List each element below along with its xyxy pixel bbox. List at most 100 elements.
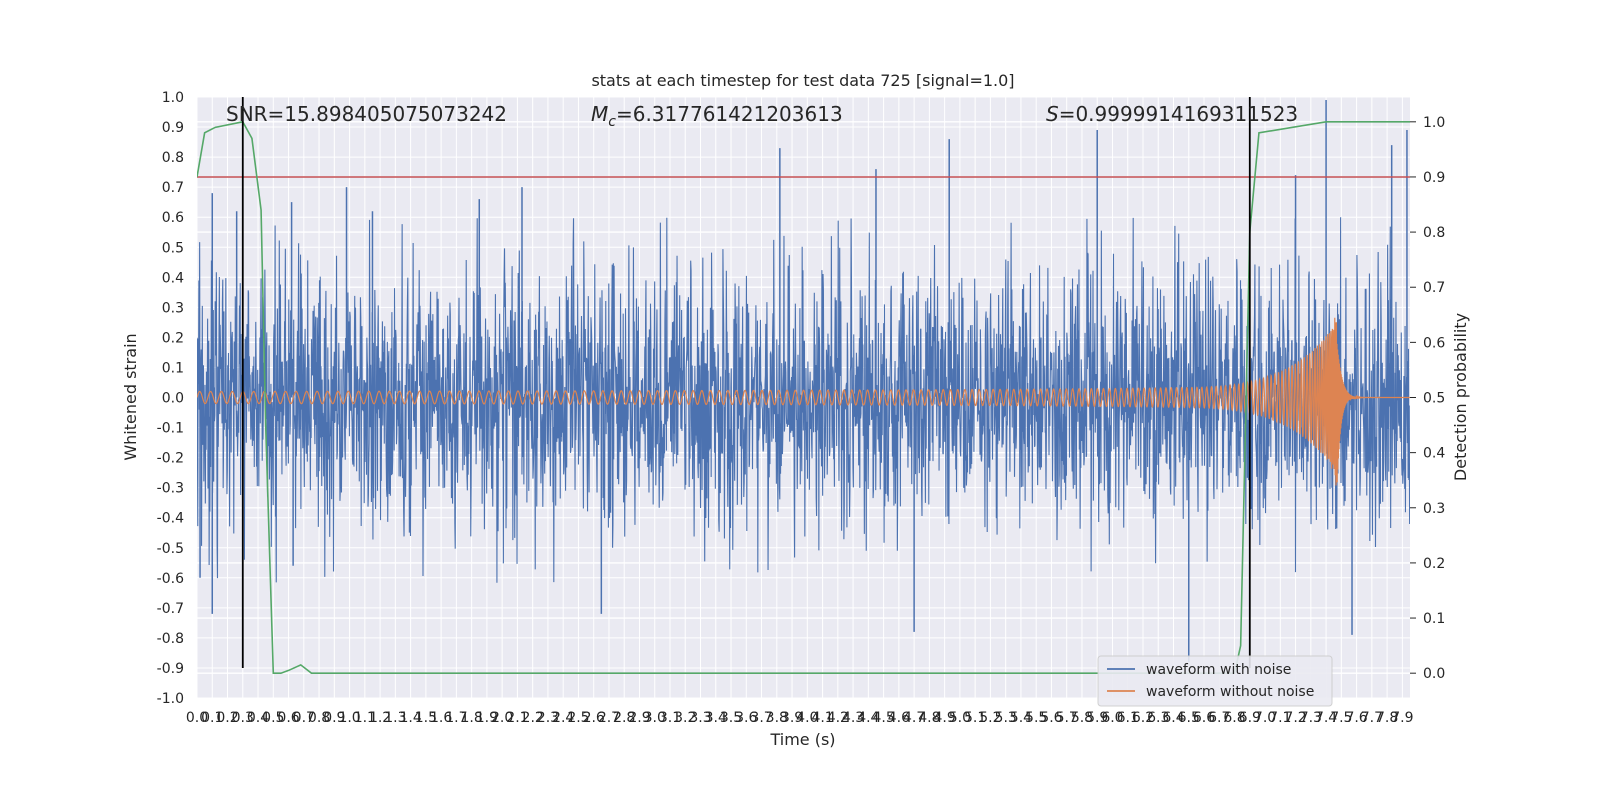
y2-tick-label: 0.5 [1423, 391, 1445, 407]
x-tick-label: 3.7 [750, 710, 772, 726]
x-tick-label: 2.0 [491, 710, 513, 726]
y-tick-label: -0.2 [157, 451, 184, 467]
snr-annotation: SNR=15.898405075073242 [226, 102, 507, 126]
x-tick-label: 3.1 [659, 710, 681, 726]
x-tick-labels: 0.00.10.20.30.40.50.60.70.80.91.01.11.21… [186, 710, 1414, 726]
x-tick-label: 5.4 [1010, 710, 1032, 726]
y-tick-label: -0.9 [157, 661, 184, 677]
chirp-mass-symbol: M [591, 102, 608, 126]
x-tick-label: 0.3 [232, 710, 254, 726]
x-tick-label: 2.1 [506, 710, 528, 726]
y2-tick-label: 0.8 [1423, 225, 1445, 241]
x-tick-label: 7.9 [1391, 710, 1413, 726]
y-tick-label: 0.2 [162, 330, 184, 346]
y-tick-label: -0.8 [157, 631, 184, 647]
y-tick-label: 0.4 [162, 270, 184, 286]
x-tick-label: 5.5 [1025, 710, 1047, 726]
y-tick-label: 0.0 [162, 391, 184, 407]
y-axis-label: Whitened strain [121, 333, 140, 460]
x-tick-label: 6.7 [1208, 710, 1230, 726]
x-tick-label: 3.3 [689, 710, 711, 726]
x-tick-label: 1.4 [399, 710, 421, 726]
x-tick-label: 4.3 [842, 710, 864, 726]
y2-tick-label: 0.0 [1423, 666, 1445, 682]
x-tick-label: 4.9 [934, 710, 956, 726]
legend-label-clean: waveform without noise [1146, 684, 1314, 700]
y2-axis-label: Detection probability [1451, 313, 1470, 481]
statistic-symbol: S [1046, 102, 1059, 126]
y-tick-label: 0.9 [162, 120, 184, 136]
x-tick-label: 6.5 [1178, 710, 1200, 726]
y-tick-label: -0.1 [157, 421, 184, 437]
x-tick-label: 5.7 [1056, 710, 1078, 726]
y-tick-label: 0.1 [162, 360, 184, 376]
x-tick-label: 1.9 [476, 710, 498, 726]
x-tick-label: 0.7 [293, 710, 315, 726]
y2-tick-label: 0.1 [1423, 611, 1445, 627]
plot-area [197, 97, 1410, 674]
x-tick-label: 5.6 [1040, 710, 1062, 726]
x-tick-label: 7.5 [1330, 710, 1352, 726]
x-tick-label: 3.9 [781, 710, 803, 726]
y-tick-label: -0.4 [157, 511, 184, 527]
x-tick-label: 6.8 [1223, 710, 1245, 726]
x-tick-label: 5.8 [1071, 710, 1093, 726]
y2-tick-label: 0.2 [1423, 556, 1445, 572]
y-tick-label: -0.3 [157, 481, 184, 497]
x-tick-label: 2.6 [583, 710, 605, 726]
x-tick-label: 4.5 [872, 710, 894, 726]
y-tick-label: -0.7 [157, 601, 184, 617]
y-tick-label: 0.8 [162, 150, 184, 166]
x-tick-label: 1.7 [445, 710, 467, 726]
x-tick-label: 5.3 [995, 710, 1017, 726]
x-tick-label: 7.7 [1361, 710, 1383, 726]
y-tick-label: 0.7 [162, 180, 184, 196]
x-tick-label: 6.0 [1101, 710, 1123, 726]
x-tick-label: 4.6 [888, 710, 910, 726]
x-tick-label: 0.2 [216, 710, 238, 726]
statistic-value: =0.9999914169311523 [1059, 102, 1298, 126]
x-tick-label: 2.2 [522, 710, 544, 726]
x-tick-label: 4.8 [918, 710, 940, 726]
chirp-mass-value: =6.317761421203613 [616, 102, 843, 126]
x-tick-label: 3.2 [674, 710, 696, 726]
x-tick-label: 5.0 [949, 710, 971, 726]
x-tick-label: 2.7 [598, 710, 620, 726]
legend-box [1097, 655, 1333, 707]
y-tick-label: 0.3 [162, 300, 184, 316]
x-tick-label: 1.1 [354, 710, 376, 726]
x-axis-label: Time (s) [769, 730, 835, 749]
x-tick-label: 1.6 [430, 710, 452, 726]
x-tick-label: 2.9 [628, 710, 650, 726]
x-tick-label: 4.4 [857, 710, 879, 726]
x-tick-label: 3.4 [705, 710, 727, 726]
x-tick-label: 3.0 [644, 710, 666, 726]
x-tick-label: 4.1 [811, 710, 833, 726]
x-tick-label: 4.7 [903, 710, 925, 726]
x-tick-label: 7.6 [1345, 710, 1367, 726]
x-tick-label: 7.8 [1376, 710, 1398, 726]
series-line-waveform-without-noise [197, 317, 1410, 486]
x-tick-label: 0.1 [201, 710, 223, 726]
x-tick-label: 3.5 [720, 710, 742, 726]
x-tick-label: 0.9 [323, 710, 345, 726]
x-tick-label: 2.8 [613, 710, 635, 726]
chart-title: stats at each timestep for test data 725… [591, 71, 1014, 90]
y-tick-label: -1.0 [157, 691, 184, 707]
x-tick-label: 3.6 [735, 710, 757, 726]
x-tick-label: 0.5 [262, 710, 284, 726]
x-tick-label: 4.2 [827, 710, 849, 726]
series-line-waveform-with-noise [197, 217, 1410, 583]
x-tick-label: 5.2 [979, 710, 1001, 726]
x-tick-label: 1.8 [461, 710, 483, 726]
y-tick-label: -0.6 [157, 571, 184, 587]
x-tick-label: 6.9 [1239, 710, 1261, 726]
chirp-mass-subscript: c [608, 114, 616, 130]
y2-tick-label: 1.0 [1423, 115, 1445, 131]
x-tick-label: 5.9 [1086, 710, 1108, 726]
x-tick-label: 7.1 [1269, 710, 1291, 726]
x-tick-label: 0.0 [186, 710, 208, 726]
x-tick-label: 2.4 [552, 710, 574, 726]
y2-tick-label: 0.7 [1423, 280, 1445, 296]
